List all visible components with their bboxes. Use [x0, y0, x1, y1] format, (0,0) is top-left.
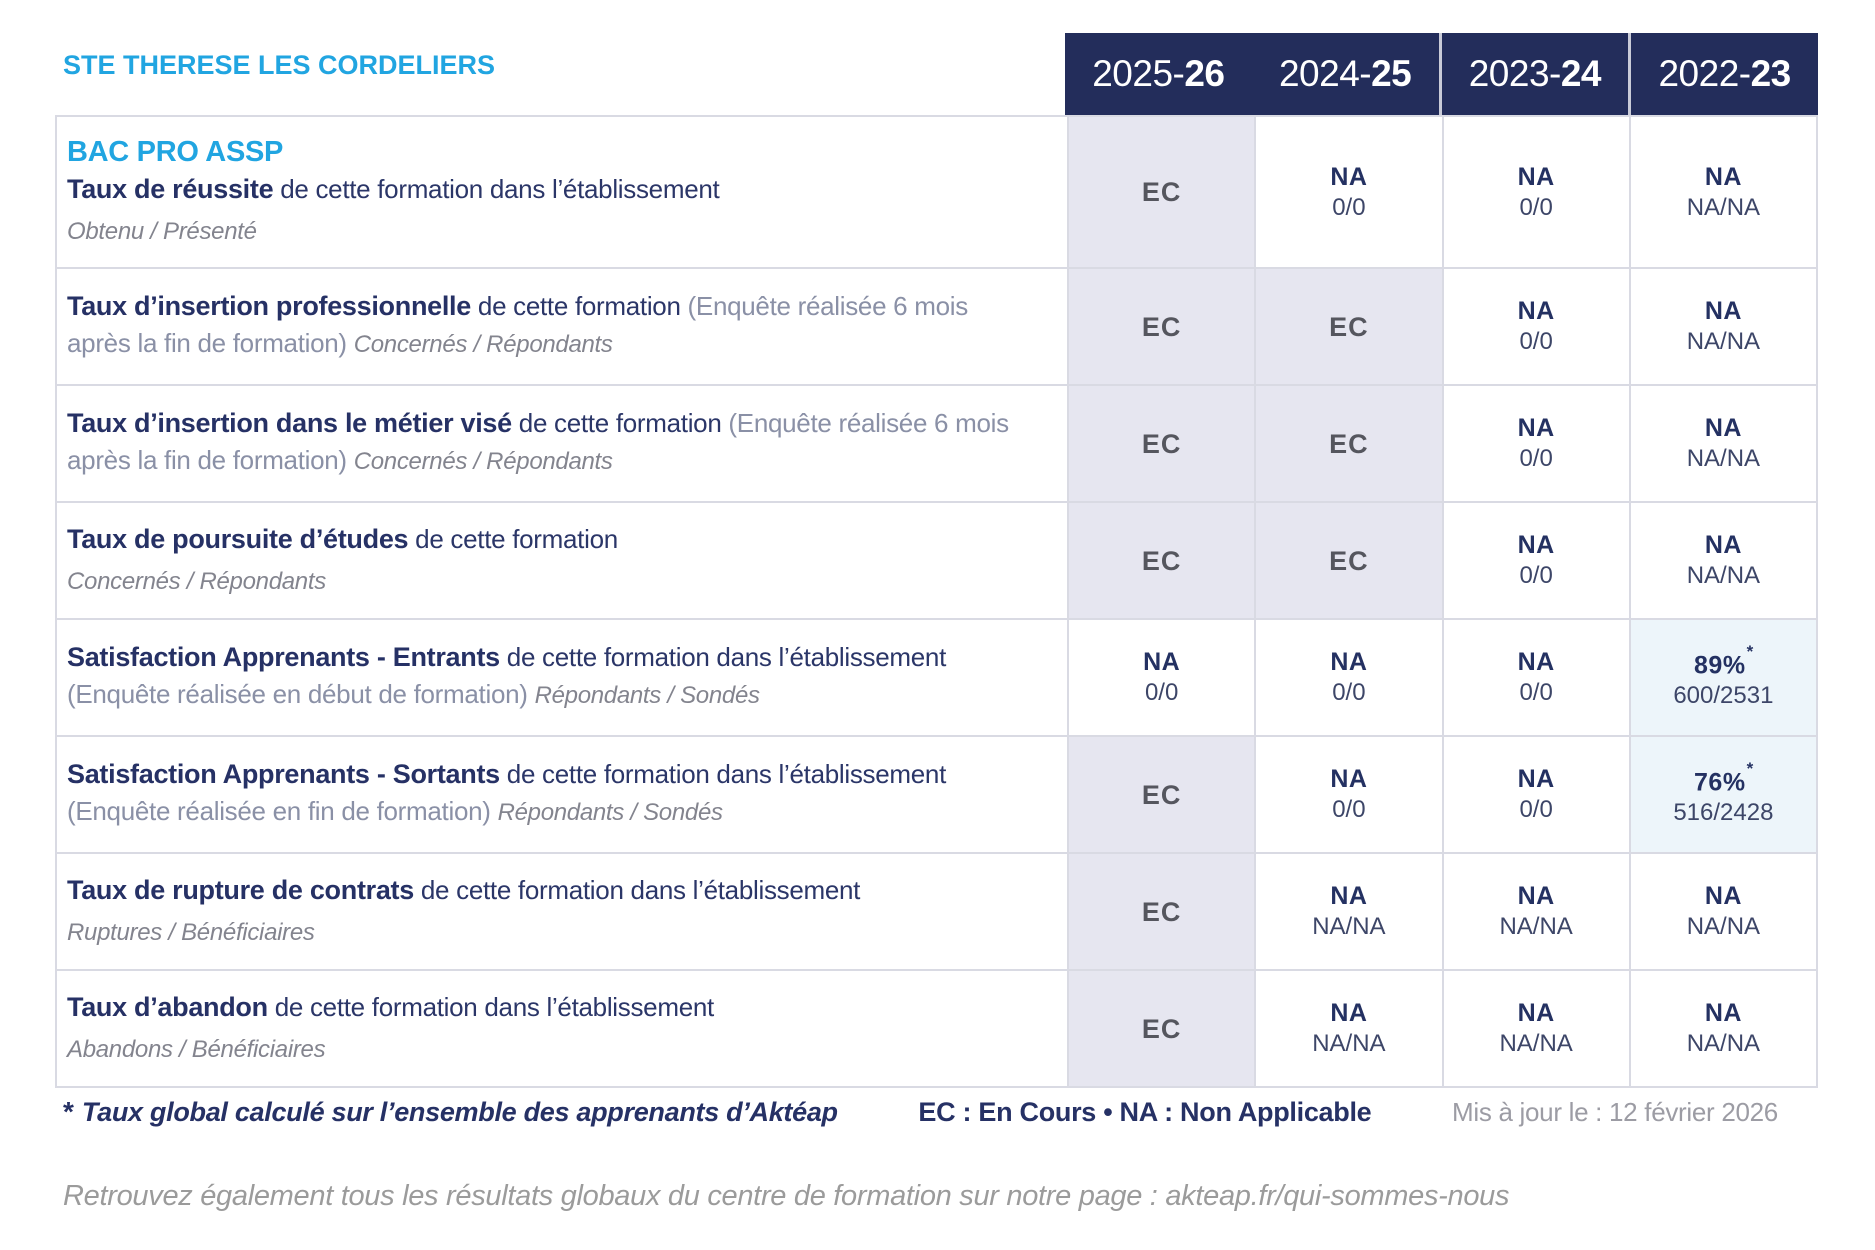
value-cell: NA 0/0 — [1441, 737, 1629, 852]
value-cell: NA NA/NA — [1628, 117, 1816, 267]
value-cell: EC — [1067, 971, 1255, 1086]
footnote-line: * Taux global calculé sur l’ensemble des … — [63, 1096, 1778, 1128]
year-header-2023-24: 2023- 24 — [1438, 33, 1629, 115]
value-cell: NA 0/0 — [1254, 620, 1442, 735]
table-row-insertion-metier-vise: Taux d’insertion dans le métier visé de … — [57, 384, 1816, 501]
value-cell: NA 0/0 — [1441, 503, 1629, 618]
value-cell: NA NA/NA — [1628, 503, 1816, 618]
year-suffix: 23 — [1750, 53, 1792, 94]
row-heading: Taux de rupture de contrats de cette for… — [67, 875, 861, 905]
table-body: BAC PRO ASSP Taux de réussite de cette f… — [55, 115, 1818, 1088]
value-cell: NA NA/NA — [1254, 971, 1442, 1086]
table-row-insertion-professionnelle: Taux d’insertion professionnelle de cett… — [57, 267, 1816, 384]
row-heading: Satisfaction Apprenants - Entrants de ce… — [67, 641, 947, 709]
last-updated-text: Mis à jour le : 12 février 2026 — [1452, 1097, 1778, 1127]
table-row-satisfaction-sortants: Satisfaction Apprenants - Sortants de ce… — [57, 735, 1816, 852]
year-header-2025-26: 2025- 26 — [1065, 33, 1252, 115]
value-cell: NA 0/0 — [1441, 117, 1629, 267]
row-heading: Taux de réussite de cette formation dans… — [67, 174, 720, 204]
row-subtitle: Concernés / Répondants — [67, 568, 326, 595]
row-label: Taux d’abandon de cette formation dans l… — [57, 971, 1067, 1086]
table-row-satisfaction-entrants: Satisfaction Apprenants - Entrants de ce… — [57, 618, 1816, 735]
row-label: Taux de poursuite d’études de cette form… — [57, 503, 1067, 618]
row-heading: Taux d’abandon de cette formation dans l… — [67, 992, 714, 1022]
abbreviation-legend: EC : En Cours • NA : Non Applicable — [918, 1097, 1372, 1127]
value-cell: NA 0/0 — [1254, 117, 1442, 267]
year-prefix: 2023- — [1468, 53, 1562, 94]
footnote-asterisk: * — [1746, 758, 1754, 778]
row-label: Taux de rupture de contrats de cette for… — [57, 854, 1067, 969]
asterisk: * — [63, 1096, 74, 1127]
value-cell-percentage: 89%* 600/2531 — [1628, 620, 1816, 735]
global-results-note: Retrouvez également tous les résultats g… — [63, 1180, 1510, 1212]
table-row-taux-reussite: BAC PRO ASSP Taux de réussite de cette f… — [57, 117, 1816, 267]
value-cell: NA NA/NA — [1254, 854, 1442, 969]
value-cell: NA 0/0 — [1067, 620, 1255, 735]
value-cell: EC — [1254, 269, 1442, 384]
value-cell: NA NA/NA — [1441, 854, 1629, 969]
row-subtitle: Obtenu / Présenté — [67, 218, 257, 245]
year-suffix: 25 — [1371, 53, 1412, 94]
row-label: BAC PRO ASSP Taux de réussite de cette f… — [57, 117, 1067, 267]
value-cell: NA NA/NA — [1628, 269, 1816, 384]
value-cell: EC — [1067, 117, 1255, 267]
row-heading: Satisfaction Apprenants - Sortants de ce… — [67, 758, 947, 826]
year-header-2022-23: 2022- 23 — [1628, 33, 1818, 115]
value-cell: EC — [1067, 503, 1255, 618]
value-cell: EC — [1067, 269, 1255, 384]
global-rate-footnote: * Taux global calculé sur l’ensemble des … — [63, 1096, 838, 1127]
row-heading: Taux de poursuite d’études de cette form… — [67, 524, 618, 554]
value-cell: EC — [1067, 737, 1255, 852]
value-cell: EC — [1254, 386, 1442, 501]
value-cell: NA 0/0 — [1441, 269, 1629, 384]
value-cell: EC — [1254, 503, 1442, 618]
value-cell: NA 0/0 — [1254, 737, 1442, 852]
table-row-rupture-contrats: Taux de rupture de contrats de cette for… — [57, 852, 1816, 969]
value-cell: NA NA/NA — [1441, 971, 1629, 1086]
table-row-abandon: Taux d’abandon de cette formation dans l… — [57, 969, 1816, 1086]
year-prefix: 2025- — [1092, 53, 1185, 94]
year-header-row: 2025- 26 2024- 25 2023- 24 2022- 23 — [1065, 33, 1818, 115]
year-header-2024-25: 2024- 25 — [1251, 33, 1439, 115]
value-cell: NA NA/NA — [1628, 854, 1816, 969]
year-suffix: 26 — [1184, 53, 1225, 94]
results-table: 2025- 26 2024- 25 2023- 24 2022- 23 BAC PRO … — [55, 33, 1818, 1088]
year-prefix: 2024- — [1278, 53, 1372, 94]
program-title: BAC PRO ASSP — [67, 136, 284, 168]
value-cell: NA NA/NA — [1628, 386, 1816, 501]
value-cell: EC — [1067, 854, 1255, 969]
value-cell-percentage: 76%* 516/2428 — [1628, 737, 1816, 852]
school-title: STE THERESE LES CORDELIERS — [63, 50, 496, 80]
year-suffix: 24 — [1560, 53, 1602, 94]
value-cell: NA 0/0 — [1441, 386, 1629, 501]
row-label: Satisfaction Apprenants - Entrants de ce… — [57, 620, 1067, 735]
value-cell: NA NA/NA — [1628, 971, 1816, 1086]
row-subtitle: Ruptures / Bénéficiaires — [67, 919, 315, 946]
row-label: Satisfaction Apprenants - Sortants de ce… — [57, 737, 1067, 852]
row-subtitle: Abandons / Bénéficiaires — [67, 1036, 326, 1063]
value-cell: EC — [1067, 386, 1255, 501]
value-cell: NA 0/0 — [1441, 620, 1629, 735]
table-row-poursuite-etudes: Taux de poursuite d’études de cette form… — [57, 501, 1816, 618]
footnote-asterisk: * — [1746, 641, 1754, 661]
row-heading: Taux d’insertion professionnelle de cett… — [67, 290, 968, 358]
row-label: Taux d’insertion professionnelle de cett… — [57, 269, 1067, 384]
year-prefix: 2022- — [1658, 53, 1751, 94]
row-heading: Taux d’insertion dans le métier visé de … — [67, 407, 1009, 475]
row-label: Taux d’insertion dans le métier visé de … — [57, 386, 1067, 501]
